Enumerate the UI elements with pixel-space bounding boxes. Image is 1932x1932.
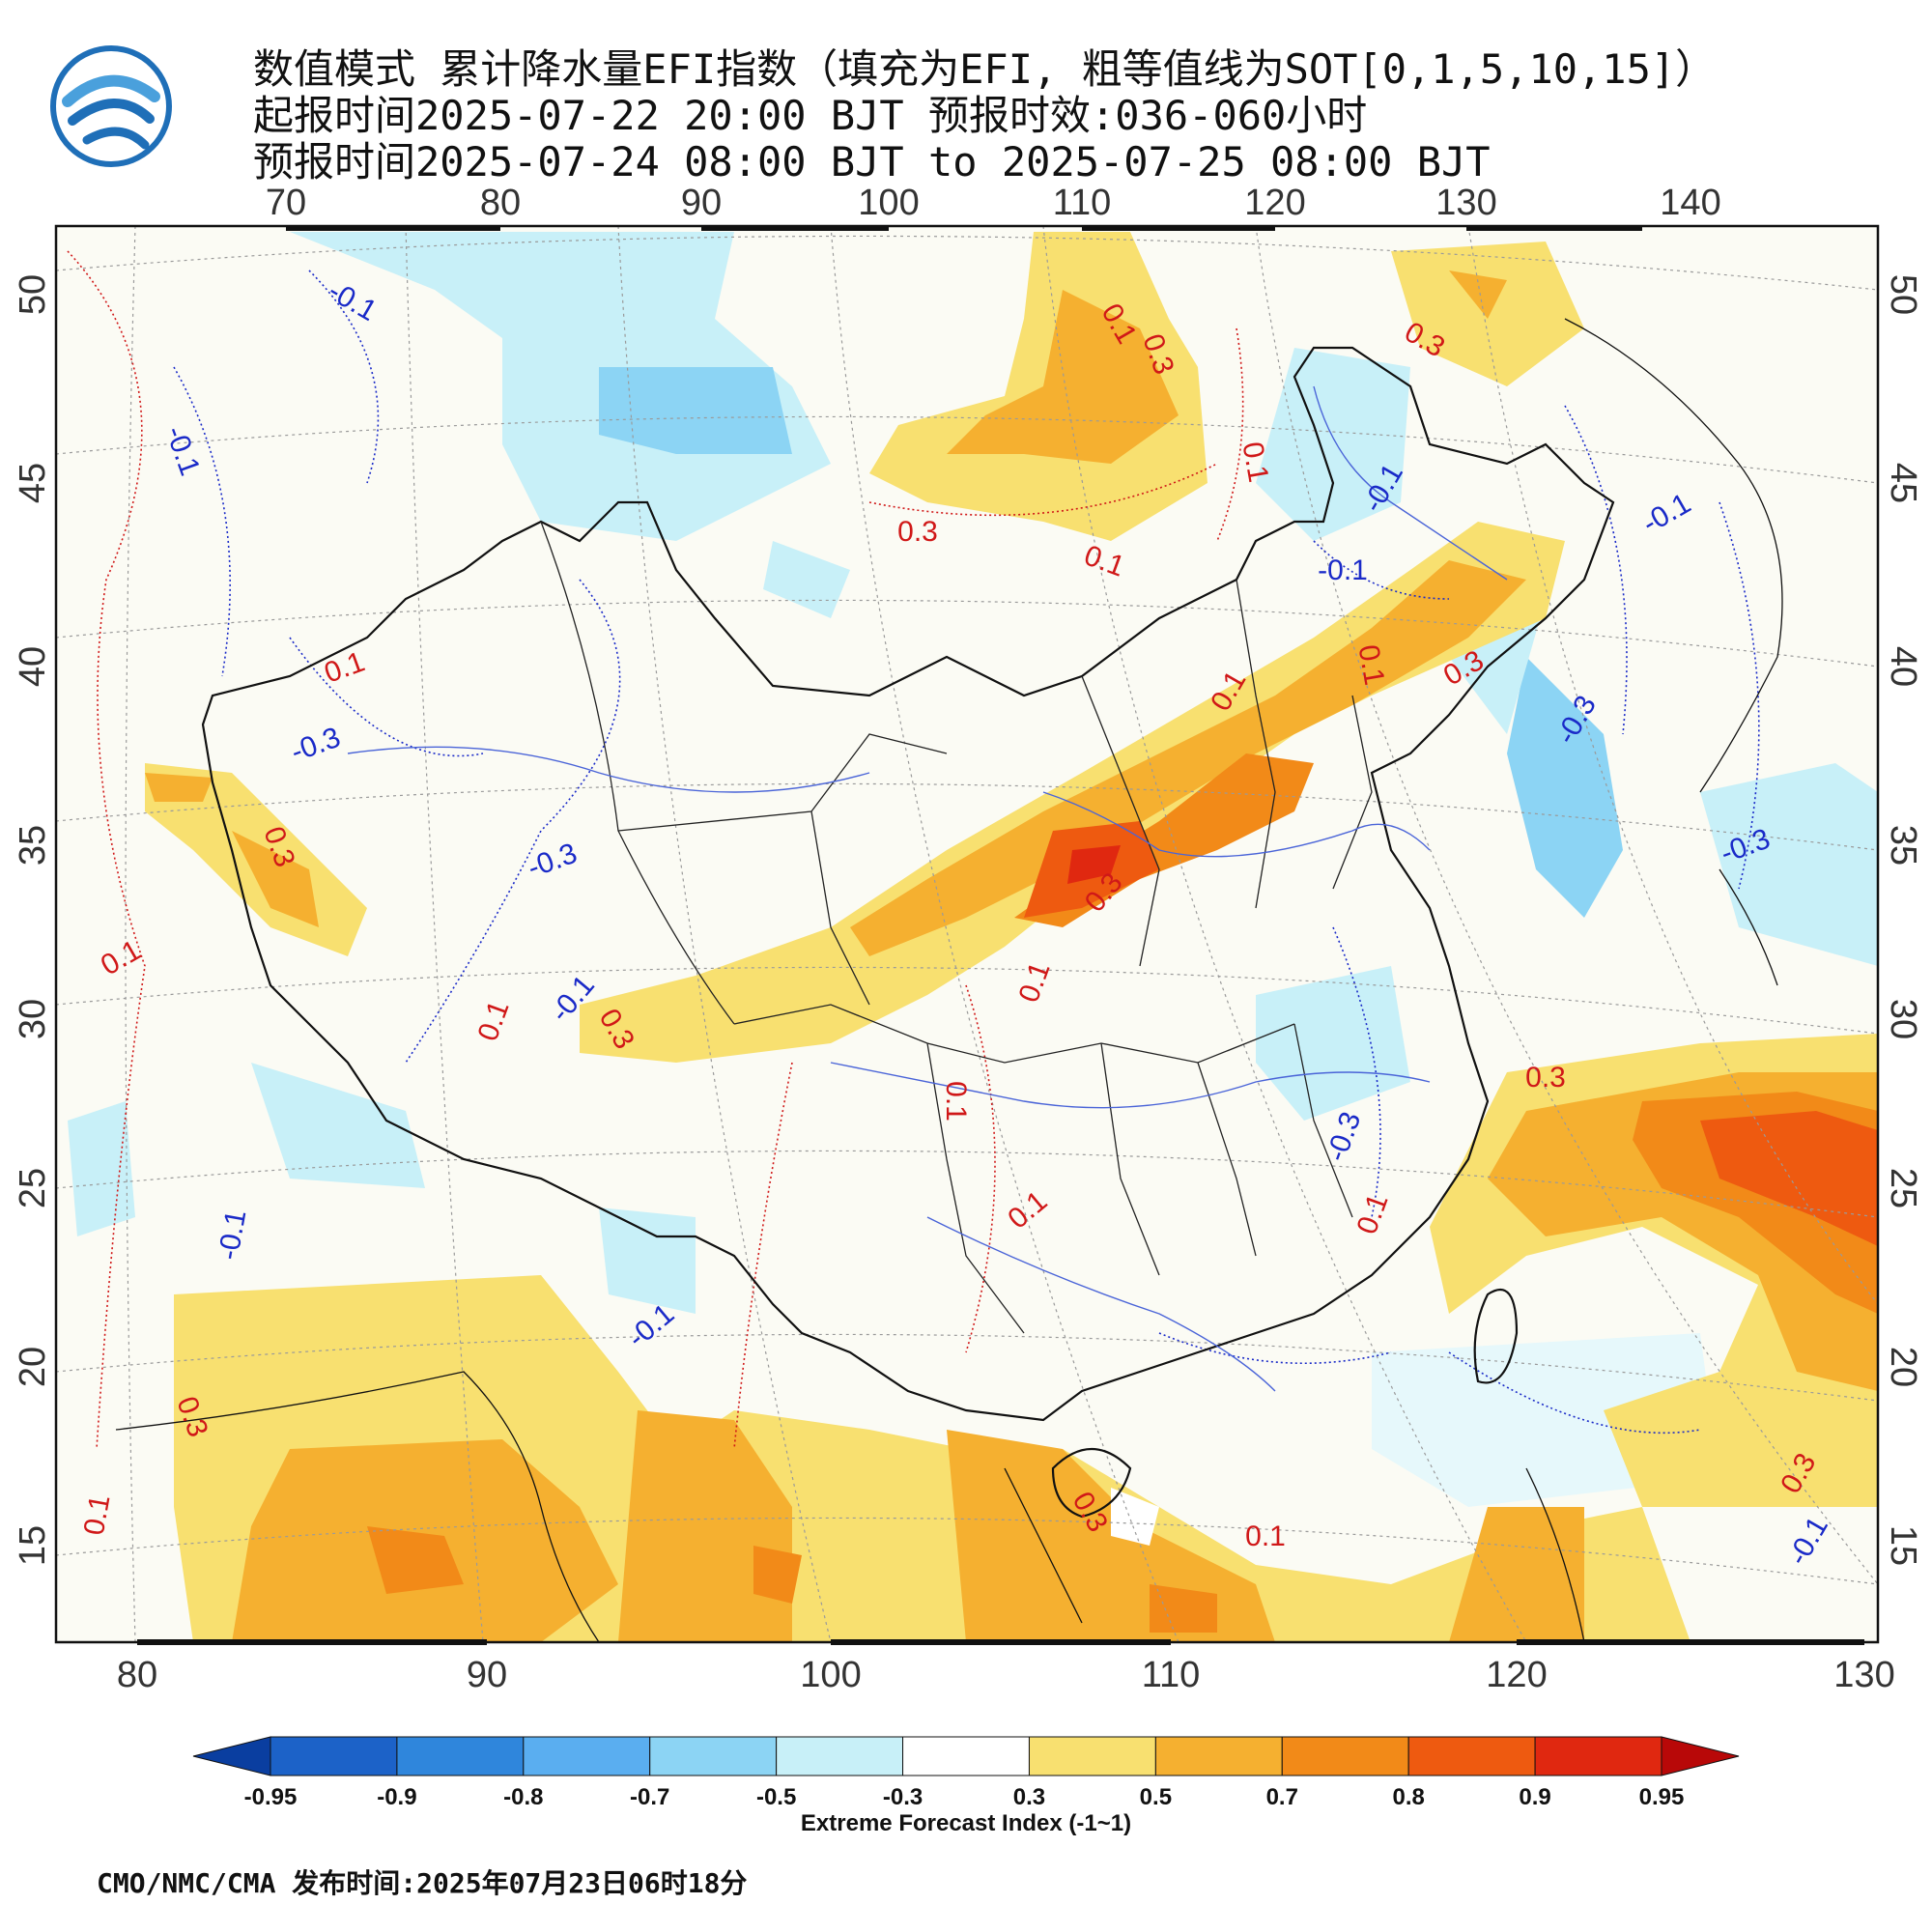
- colorbar-arrow-low: [192, 1736, 271, 1776]
- colorbar-tick-label: -0.5: [756, 1784, 796, 1810]
- left-lat-tick: 40: [13, 646, 53, 687]
- colorbar-tick-label: 0.8: [1392, 1784, 1424, 1810]
- colorbar: -0.95 -0.9 -0.8 -0.7 -0.5 -0.3 0.3 0.5 0.7 0.8 0.9…: [192, 1736, 1740, 1810]
- colorbar-segment: [523, 1736, 651, 1776]
- bottom-lon-tick: 130: [1833, 1655, 1894, 1695]
- right-lat-tick: 20: [1883, 1347, 1923, 1387]
- contour-label: 0.1: [1351, 642, 1390, 688]
- bottom-lon-tick: 110: [1142, 1655, 1201, 1695]
- colorbar-tick-label: 0.95: [1639, 1784, 1685, 1810]
- colorbar-tick-label: 0.9: [1519, 1784, 1550, 1810]
- colorbar-tick-label: -0.8: [503, 1784, 543, 1810]
- footer-credit: CMO/NMC/CMA 发布时间:2025年07月23日06时18分: [97, 1867, 748, 1899]
- left-lat-tick: 15: [13, 1525, 53, 1566]
- contour-label: 0.1: [940, 1081, 972, 1122]
- bottom-lon-tick: 90: [467, 1655, 507, 1695]
- contour-label: 0.3: [1525, 1062, 1566, 1094]
- colorbar-segment: [1407, 1736, 1536, 1776]
- colorbar-segment: [1281, 1736, 1409, 1776]
- colorbar-arrow-high: [1661, 1736, 1740, 1776]
- top-lon-tick: 70: [266, 183, 306, 223]
- colorbar-tick-label: -0.9: [377, 1784, 416, 1810]
- colorbar-tick-label: -0.95: [244, 1784, 298, 1810]
- bottom-lon-tick: 120: [1486, 1655, 1547, 1695]
- colorbar-segment: [396, 1736, 525, 1776]
- efi-fill-layer: [56, 226, 1878, 1642]
- colorbar-segment: [902, 1736, 1030, 1776]
- colorbar-tick-label: 0.3: [1013, 1784, 1045, 1810]
- right-lat-tick: 45: [1883, 463, 1923, 503]
- left-lat-tick: 45: [13, 463, 53, 503]
- top-lon-tick: 80: [480, 183, 521, 223]
- top-lon-tick: 140: [1660, 183, 1720, 223]
- chart-title-line-1: 数值模式 累计降水量EFI指数（填充为EFI, 粗等值线为SOT[0,1,5,1…: [253, 45, 1717, 93]
- chart-title-line-3: 预报时间2025-07-24 08:00 BJT to 2025-07-25 0…: [253, 138, 1491, 185]
- colorbar-segment: [776, 1736, 904, 1776]
- left-lat-tick: 30: [13, 999, 53, 1039]
- colorbar-tick-label: -0.3: [883, 1784, 923, 1810]
- contour-label: 0.1: [78, 1492, 117, 1538]
- colorbar-tick-label: 0.7: [1266, 1784, 1298, 1810]
- left-lat-tick: 35: [13, 825, 53, 866]
- left-lat-tick: 50: [13, 274, 53, 315]
- right-lat-tick: 50: [1883, 274, 1923, 315]
- colorbar-segment: [270, 1736, 398, 1776]
- cma-weather-logo-icon: [50, 45, 172, 167]
- colorbar-segment: [1534, 1736, 1662, 1776]
- contour-label: -0.1: [1318, 554, 1368, 586]
- top-lon-tick: 100: [858, 183, 919, 223]
- contour-label: 0.1: [1245, 1520, 1286, 1552]
- colorbar-tick-label: -0.7: [630, 1784, 669, 1810]
- contour-label: 0.3: [897, 516, 938, 548]
- colorbar-tick-label: 0.5: [1140, 1784, 1172, 1810]
- colorbar-title: Extreme Forecast Index (-1~1): [800, 1810, 1132, 1836]
- colorbar-segment: [1154, 1736, 1283, 1776]
- top-lon-tick: 130: [1435, 183, 1496, 223]
- right-lat-tick: 25: [1883, 1168, 1923, 1208]
- right-lat-tick: 40: [1883, 646, 1923, 687]
- left-lat-tick: 25: [13, 1168, 53, 1208]
- right-lat-tick: 30: [1883, 999, 1923, 1039]
- colorbar-segment: [1028, 1736, 1156, 1776]
- top-lon-tick: 110: [1053, 183, 1112, 223]
- chart-title-line-2: 起报时间2025-07-22 20:00 BJT 预报时效:036-060小时: [253, 92, 1368, 139]
- colorbar-segment: [649, 1736, 778, 1776]
- right-lat-tick: 35: [1883, 825, 1923, 866]
- top-lon-tick: 90: [681, 183, 722, 223]
- left-lat-tick: 20: [13, 1347, 53, 1387]
- top-lon-tick: 120: [1244, 183, 1305, 223]
- bottom-lon-tick: 80: [117, 1655, 157, 1695]
- contour-label: 0.1: [1236, 440, 1274, 485]
- bottom-lon-tick: 100: [800, 1655, 861, 1695]
- right-lat-tick: 15: [1883, 1525, 1923, 1566]
